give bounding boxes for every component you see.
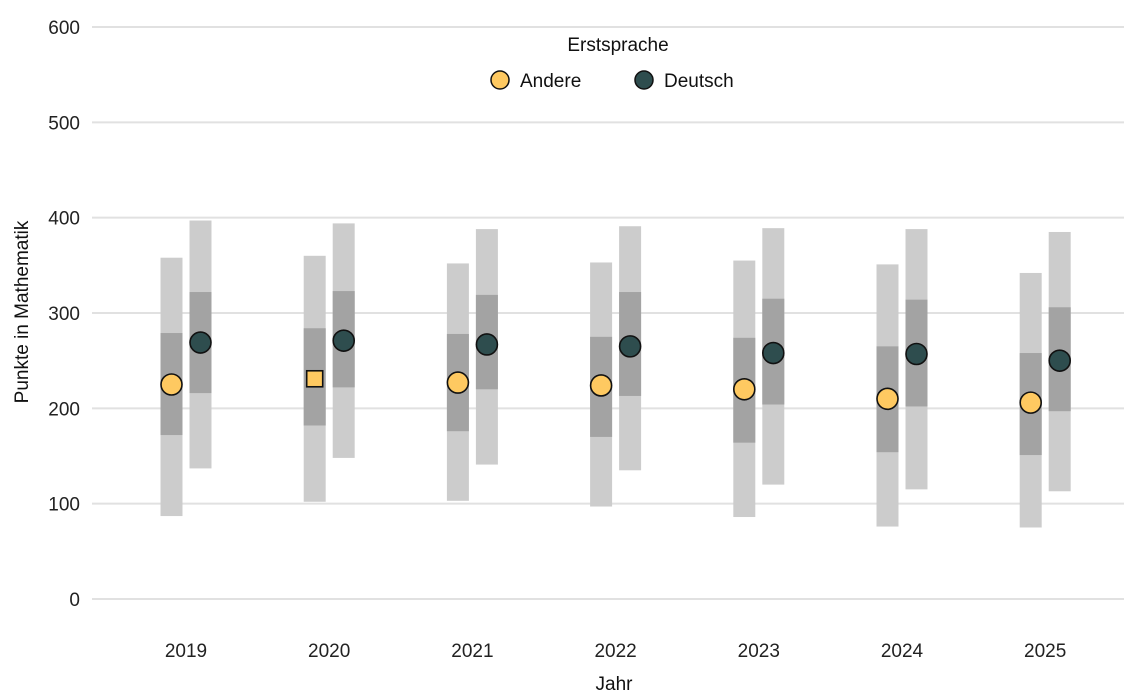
data-point-deutsch xyxy=(761,341,785,365)
data-point-deutsch xyxy=(332,329,356,352)
y-tick-label: 200 xyxy=(48,399,80,420)
data-point-andere xyxy=(1019,391,1042,414)
y-tick-label: 600 xyxy=(48,18,80,39)
x-tick-label: 2025 xyxy=(1024,641,1066,662)
y-tick-label: 400 xyxy=(48,209,80,230)
data-point-deutsch xyxy=(618,335,642,358)
legend-marker-andere xyxy=(490,70,510,90)
y-tick-label: 300 xyxy=(48,304,80,325)
data-points xyxy=(160,329,1071,414)
data-point-andere xyxy=(446,371,470,394)
y-axis-title: Punkte in Mathematik xyxy=(12,220,33,403)
data-point-deutsch xyxy=(1048,349,1071,372)
x-tick-label: 2021 xyxy=(451,641,493,662)
data-point-andere xyxy=(305,369,324,388)
y-axis-ticks: 0 100 200 300 400 500 600 xyxy=(48,18,80,611)
legend: Erstsprache Andere Deutsch xyxy=(490,35,734,92)
data-point-andere xyxy=(160,373,183,396)
x-axis-title: Jahr xyxy=(596,674,634,695)
data-point-andere xyxy=(732,377,756,401)
data-point-deutsch xyxy=(189,331,212,354)
legend-title: Erstsprache xyxy=(567,35,668,56)
data-point-deutsch xyxy=(475,333,499,356)
y-tick-label: 100 xyxy=(48,495,80,516)
y-tick-label: 0 xyxy=(69,590,80,611)
legend-label-andere: Andere xyxy=(520,71,581,92)
y-tick-label: 500 xyxy=(48,113,80,134)
range-bars xyxy=(160,220,1071,528)
x-tick-label: 2022 xyxy=(594,641,636,662)
x-axis-ticks: 2019 2020 2021 2022 2023 2024 2025 xyxy=(165,641,1066,662)
x-tick-label: 2024 xyxy=(881,641,924,662)
data-point-deutsch xyxy=(905,342,928,366)
data-point-andere xyxy=(876,387,899,411)
data-point-andere xyxy=(589,374,613,397)
legend-label-deutsch: Deutsch xyxy=(664,71,734,92)
x-tick-label: 2020 xyxy=(308,641,350,662)
x-tick-label: 2019 xyxy=(165,641,207,662)
legend-marker-deutsch xyxy=(634,70,654,90)
x-tick-label: 2023 xyxy=(738,641,780,662)
